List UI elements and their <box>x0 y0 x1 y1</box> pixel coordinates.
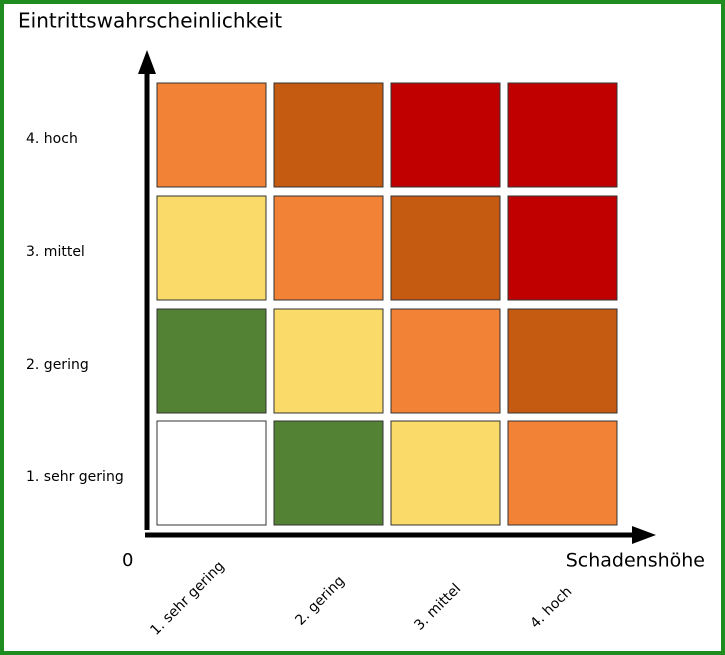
matrix-cell <box>507 308 618 414</box>
y-label: 3. mittel <box>26 244 85 260</box>
matrix-cell <box>273 420 384 526</box>
matrix-cell <box>507 82 618 188</box>
y-label: 2. gering <box>26 357 89 373</box>
matrix-cell <box>390 308 501 414</box>
matrix-cell <box>156 195 267 301</box>
x-axis-title: Schadenshöhe <box>566 550 705 572</box>
matrix-cell <box>156 420 267 526</box>
matrix-cell <box>156 308 267 414</box>
matrix-cell <box>156 82 267 188</box>
x-arrow <box>632 526 656 544</box>
matrix-cell <box>273 308 384 414</box>
matrix-cell <box>273 195 384 301</box>
matrix-cell <box>390 195 501 301</box>
matrix-cell <box>390 82 501 188</box>
y-label: 4. hoch <box>26 131 78 147</box>
matrix-cell <box>273 82 384 188</box>
y-label: 1. sehr gering <box>26 469 124 485</box>
y-arrow <box>138 50 156 74</box>
origin-label: 0 <box>122 550 133 571</box>
matrix-cell <box>390 420 501 526</box>
matrix-cell <box>507 195 618 301</box>
title: Eintrittswahrscheinlichkeit <box>18 9 282 33</box>
matrix-cell <box>507 420 618 526</box>
